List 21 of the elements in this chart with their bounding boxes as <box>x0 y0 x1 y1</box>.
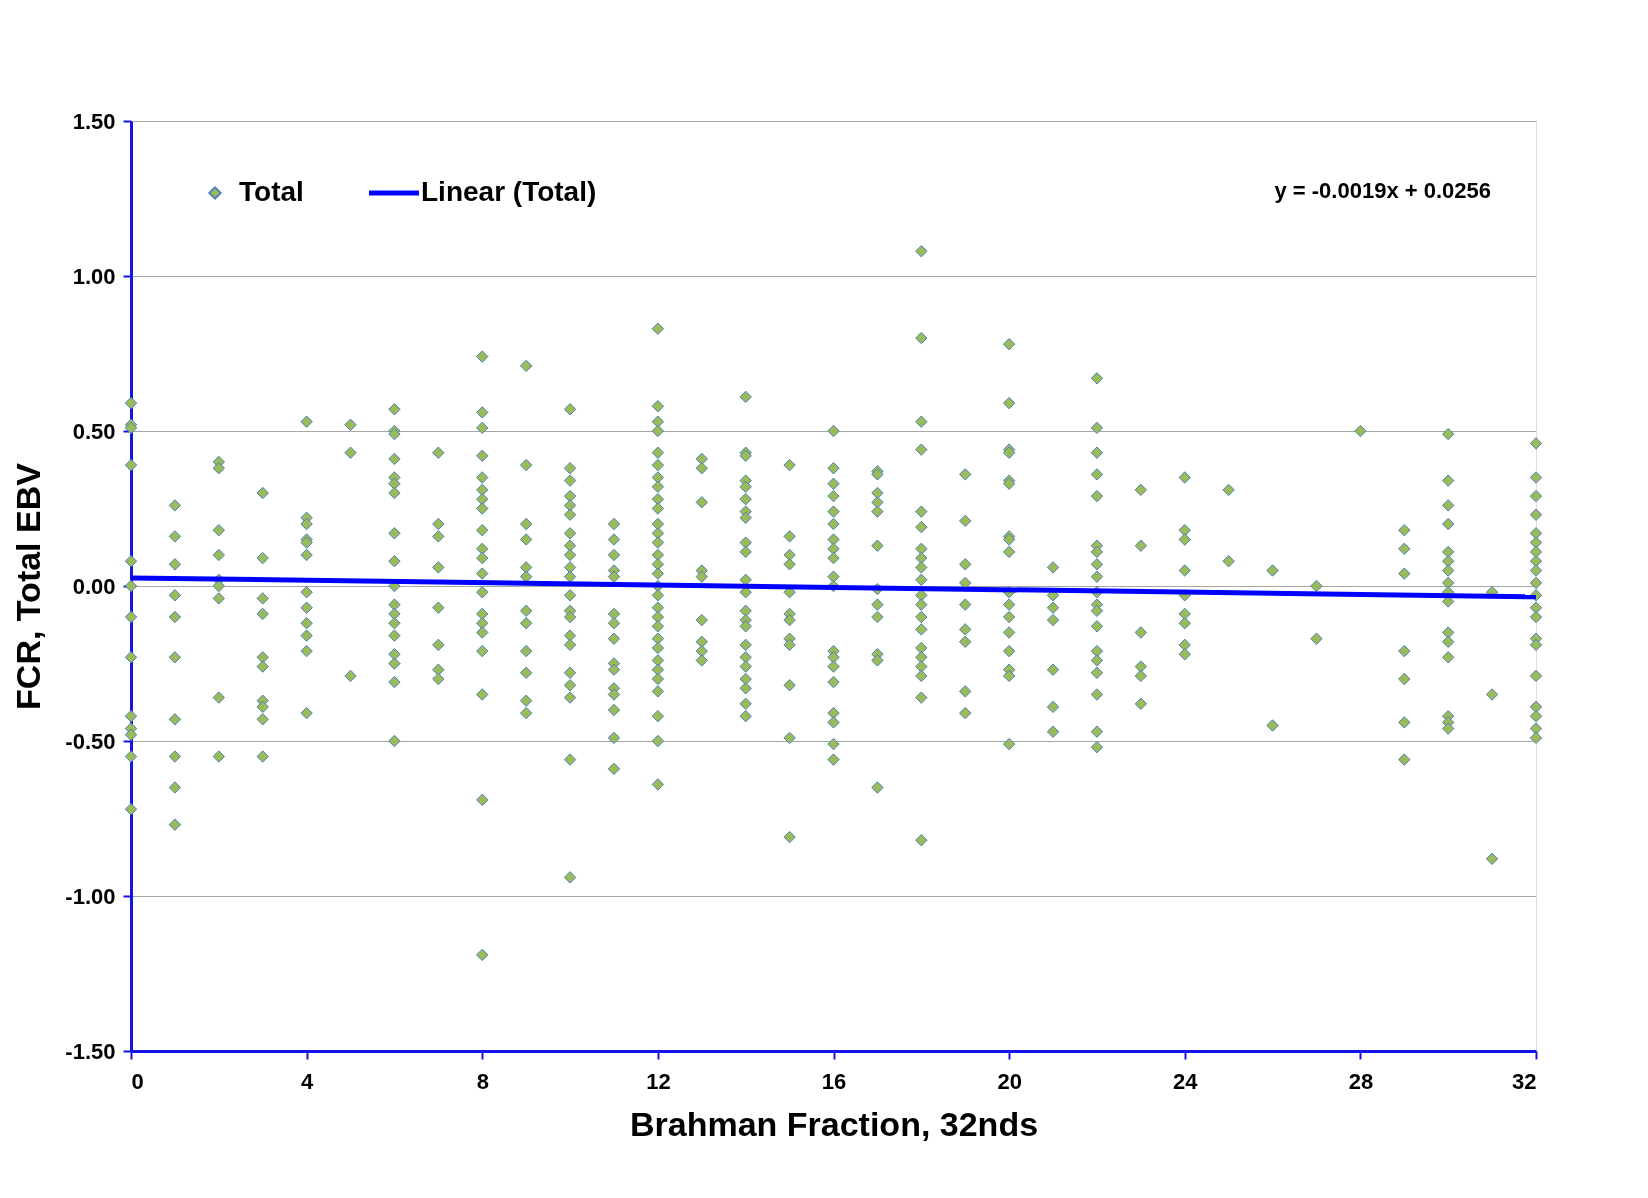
annotation: y = -0.0019x + 0.0256 <box>1274 178 1491 203</box>
y-axis-title: FCR, Total EBV <box>9 462 48 710</box>
x-tick-label: 16 <box>821 1068 847 1094</box>
x-tick-label: 24 <box>1173 1068 1199 1094</box>
y-tick-label: 0.50 <box>72 418 116 444</box>
legend-label: Linear (Total) <box>421 176 597 207</box>
y-tick-label: 0.00 <box>72 573 116 599</box>
legend-label: Total <box>239 176 304 207</box>
x-tick-label: 20 <box>997 1068 1022 1094</box>
y-tick-label: 1.50 <box>72 108 116 134</box>
x-tick-label: 4 <box>301 1068 314 1094</box>
x-axis-title: Brahman Fraction, 32nds <box>629 1104 1039 1143</box>
y-tick-label: -1.00 <box>65 883 116 909</box>
x-tick-label: 32 <box>1512 1068 1537 1094</box>
x-tick-label: 8 <box>476 1068 489 1094</box>
y-tick-label: -0.50 <box>65 728 116 754</box>
y-tick-label: 1.00 <box>72 263 116 289</box>
x-tick-label: 0 <box>131 1068 144 1094</box>
x-tick-label: 12 <box>646 1068 671 1094</box>
y-tick-label: -1.50 <box>65 1038 116 1064</box>
x-tick-label: 28 <box>1348 1068 1374 1094</box>
